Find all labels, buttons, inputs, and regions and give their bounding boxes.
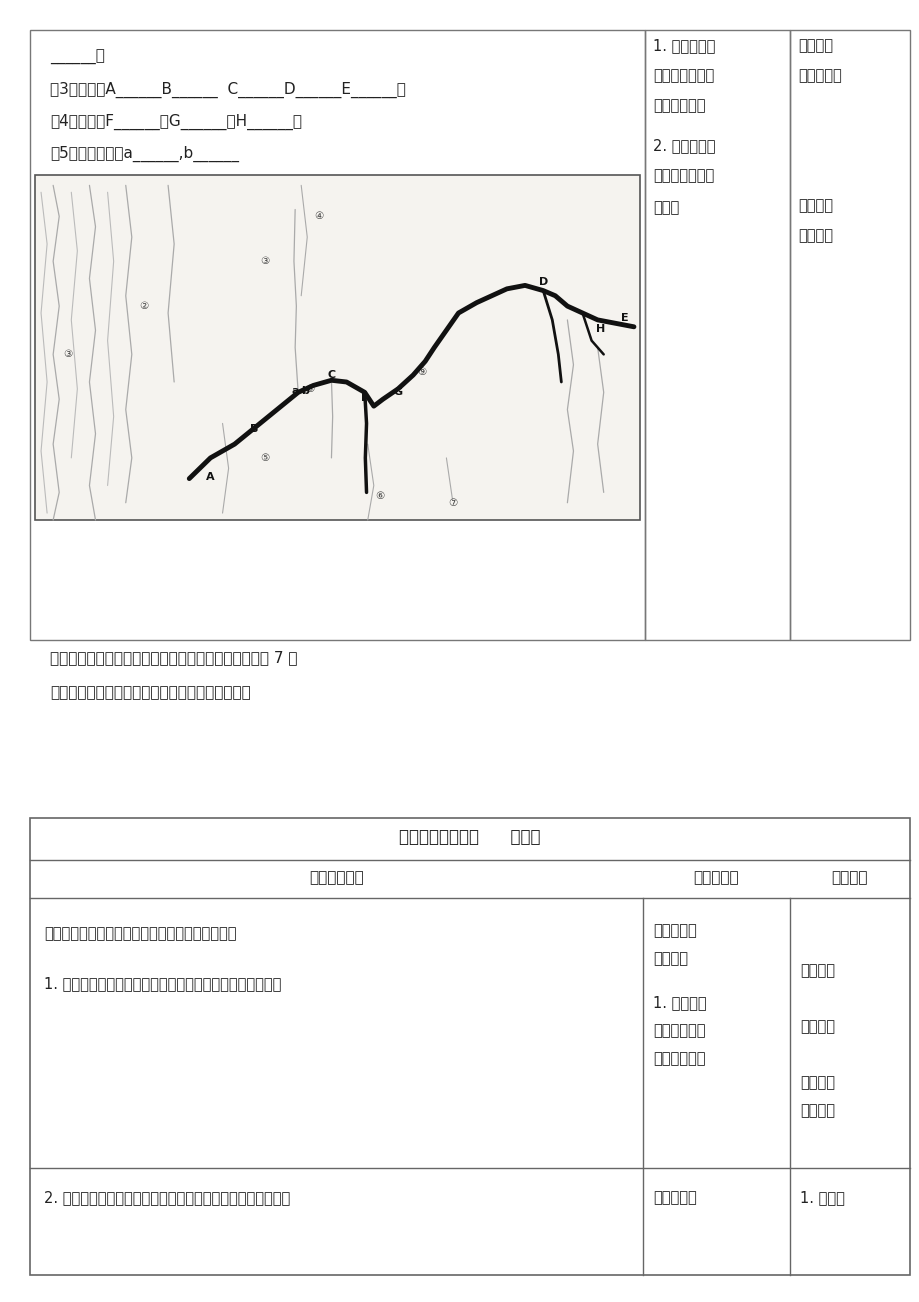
Text: 小组合作活: 小组合作活 — [652, 923, 696, 937]
Text: 读图能力。: 读图能力。 — [797, 68, 841, 83]
Text: 2. 回答不全面: 2. 回答不全面 — [652, 138, 715, 154]
Text: 的识图和: 的识图和 — [797, 38, 832, 53]
Text: 教学设计: 教学设计 — [831, 870, 868, 885]
Text: 教师个性: 教师个性 — [797, 198, 832, 214]
Bar — [35, 174, 640, 519]
Text: G: G — [393, 388, 403, 397]
Text: 具体探究活动: 具体探究活动 — [309, 870, 364, 885]
Bar — [30, 818, 909, 1275]
Text: ②: ② — [139, 301, 148, 311]
Text: E: E — [620, 314, 628, 323]
Text: ⑦: ⑦ — [448, 497, 457, 508]
Bar — [789, 30, 909, 641]
Text: （3）城市：A______B______  C______D______E______；: （3）城市：A______B______ C______D______E____… — [50, 82, 405, 98]
Bar — [644, 30, 789, 641]
Text: 要求及评价: 要求及评价 — [693, 870, 739, 885]
Text: 1. 组内充分: 1. 组内充分 — [652, 995, 706, 1010]
Text: 意图说明: 意图说明 — [800, 1019, 834, 1034]
Text: 化修改：: 化修改： — [797, 228, 832, 243]
Text: 1. 从地形角度思考在长江三峡段修建大型水坝的优势条件。: 1. 从地形角度思考在长江三峡段修建大型水坝的优势条件。 — [44, 976, 281, 991]
Text: 1. 合作探: 1. 合作探 — [800, 1190, 844, 1204]
Text: 教师设计: 教师设计 — [800, 963, 834, 978]
Text: （分环节: （分环节 — [800, 1075, 834, 1090]
Text: 点评。: 点评。 — [652, 201, 678, 215]
Text: A: A — [206, 471, 214, 482]
Text: D: D — [538, 277, 547, 286]
Text: 列出）：: 列出）： — [800, 1103, 834, 1118]
Text: 1. 回答问题积: 1. 回答问题积 — [652, 38, 715, 53]
Text: ④: ④ — [314, 211, 323, 221]
Text: 讨论，集思广: 讨论，集思广 — [652, 1023, 705, 1038]
Text: C: C — [327, 370, 335, 380]
Text: ⑥: ⑥ — [375, 491, 384, 501]
Text: 益，组合出本: 益，组合出本 — [652, 1051, 705, 1066]
Text: B: B — [250, 423, 258, 434]
Text: 探究三：自己动手绘制长江简图，在简图中注明长江的 7 条: 探究三：自己动手绘制长江简图，在简图中注明长江的 7 条 — [50, 650, 297, 665]
Text: 极、正确答案，: 极、正确答案， — [652, 68, 713, 83]
Text: 给予积极评价: 给予积极评价 — [652, 98, 705, 113]
Text: b: b — [301, 385, 309, 396]
Text: F: F — [360, 392, 369, 402]
Text: 2. 从地形和气候两个方面思考长江流域水能资源丰富的原因。: 2. 从地形和气候两个方面思考长江流域水能资源丰富的原因。 — [44, 1190, 289, 1204]
Text: ③: ③ — [63, 349, 73, 359]
Text: ⑤: ⑤ — [260, 453, 269, 464]
Text: ______。: ______。 — [50, 49, 105, 65]
Text: ③: ③ — [260, 256, 269, 266]
Text: 者，给出鼓励和: 者，给出鼓励和 — [652, 168, 713, 184]
Text: 小组最高水: 小组最高水 — [652, 1190, 696, 1204]
Text: （5）水利枢纽：a______,b______: （5）水利枢纽：a______,b______ — [50, 146, 239, 163]
Text: 合作探究点：（小组合作完成，小组派代表展示）: 合作探究点：（小组合作完成，小组派代表展示） — [44, 926, 236, 941]
Text: ⑧: ⑧ — [305, 384, 314, 395]
Text: 动要求：: 动要求： — [652, 950, 687, 966]
Text: ⑨: ⑨ — [417, 367, 426, 376]
Text: 支流、上、中、下游分界点以及流经的主要城市。: 支流、上、中、下游分界点以及流经的主要城市。 — [50, 685, 251, 700]
Text: （4）湖泊：F______，G______，H______；: （4）湖泊：F______，G______，H______； — [50, 115, 301, 130]
Text: 第二步：课内探究      深挖掘: 第二步：课内探究 深挖掘 — [399, 828, 540, 846]
Bar — [30, 30, 644, 641]
Text: H: H — [596, 323, 605, 333]
Text: a: a — [291, 385, 299, 396]
